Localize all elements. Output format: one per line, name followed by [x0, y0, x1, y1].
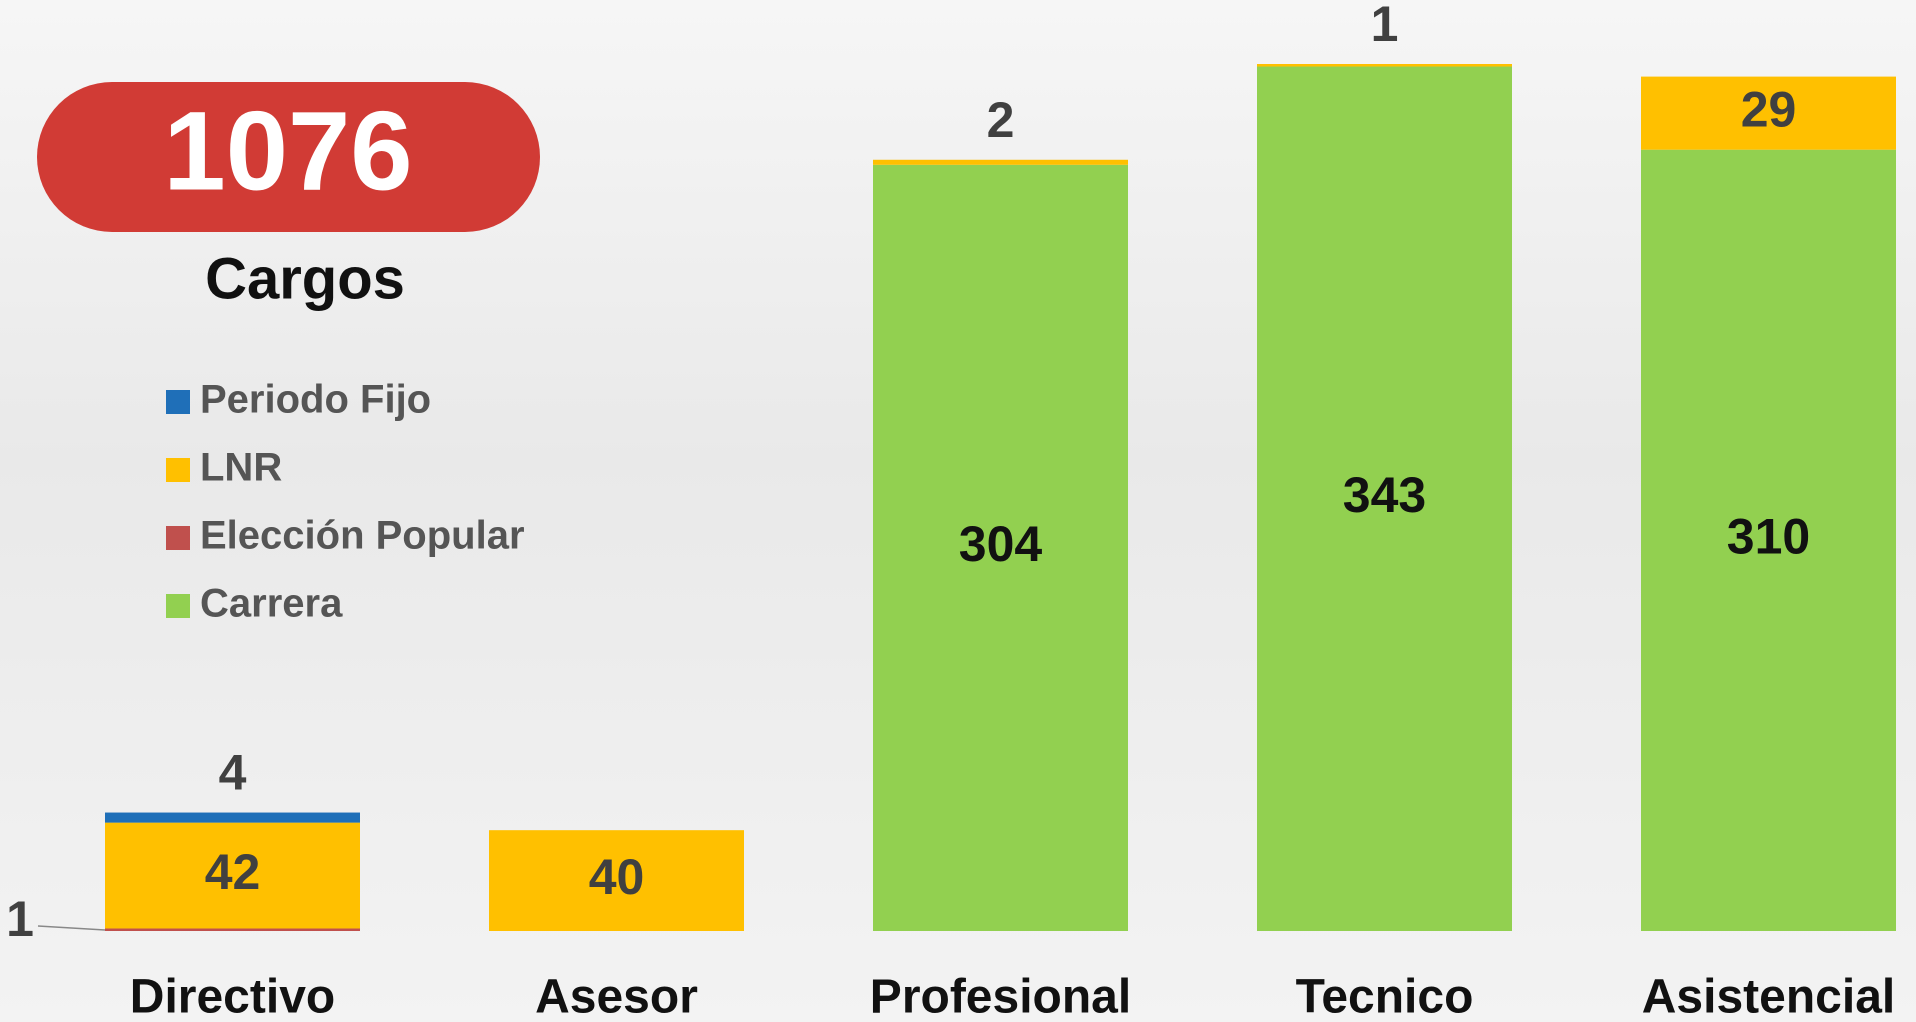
total-label: Cargos — [205, 246, 405, 311]
x-tick-label: Profesional — [870, 971, 1131, 1022]
legend-swatch — [166, 458, 190, 482]
bar-segment — [105, 928, 360, 931]
legend-label: Carrera — [200, 582, 343, 626]
legend-label: Elección Popular — [200, 514, 525, 558]
data-label: 40 — [589, 849, 645, 905]
data-label: 29 — [1741, 81, 1797, 137]
chart: 1076 Cargos Periodo Fijo LNR Elección Popu… — [0, 0, 1916, 1022]
data-label: 4 — [219, 745, 247, 801]
legend-swatch — [166, 390, 190, 414]
x-tick-label: Directivo — [130, 971, 335, 1022]
data-label: 2 — [987, 92, 1015, 148]
leader-line — [38, 926, 105, 930]
x-tick-label: Asistencial — [1642, 971, 1895, 1022]
legend-swatch — [166, 526, 190, 550]
bar-segment — [105, 813, 360, 823]
x-tick-label: Tecnico — [1296, 971, 1474, 1022]
x-tick-label: Asesor — [535, 971, 698, 1022]
data-label: 304 — [959, 516, 1043, 572]
data-label: 1 — [1371, 0, 1399, 52]
data-label: 42 — [205, 844, 261, 900]
bar-segment — [873, 160, 1128, 165]
data-label: 1 — [6, 891, 34, 947]
legend-swatch — [166, 594, 190, 618]
chart-page: 1076 Cargos Periodo Fijo LNR Elección Popu… — [0, 0, 1916, 1022]
legend-label: Periodo Fijo — [200, 378, 431, 422]
total: 1076 — [163, 89, 412, 214]
bar-segment — [1257, 64, 1512, 67]
data-label: 310 — [1727, 509, 1810, 565]
data-label: 343 — [1343, 467, 1426, 523]
legend-label: LNR — [200, 446, 282, 490]
